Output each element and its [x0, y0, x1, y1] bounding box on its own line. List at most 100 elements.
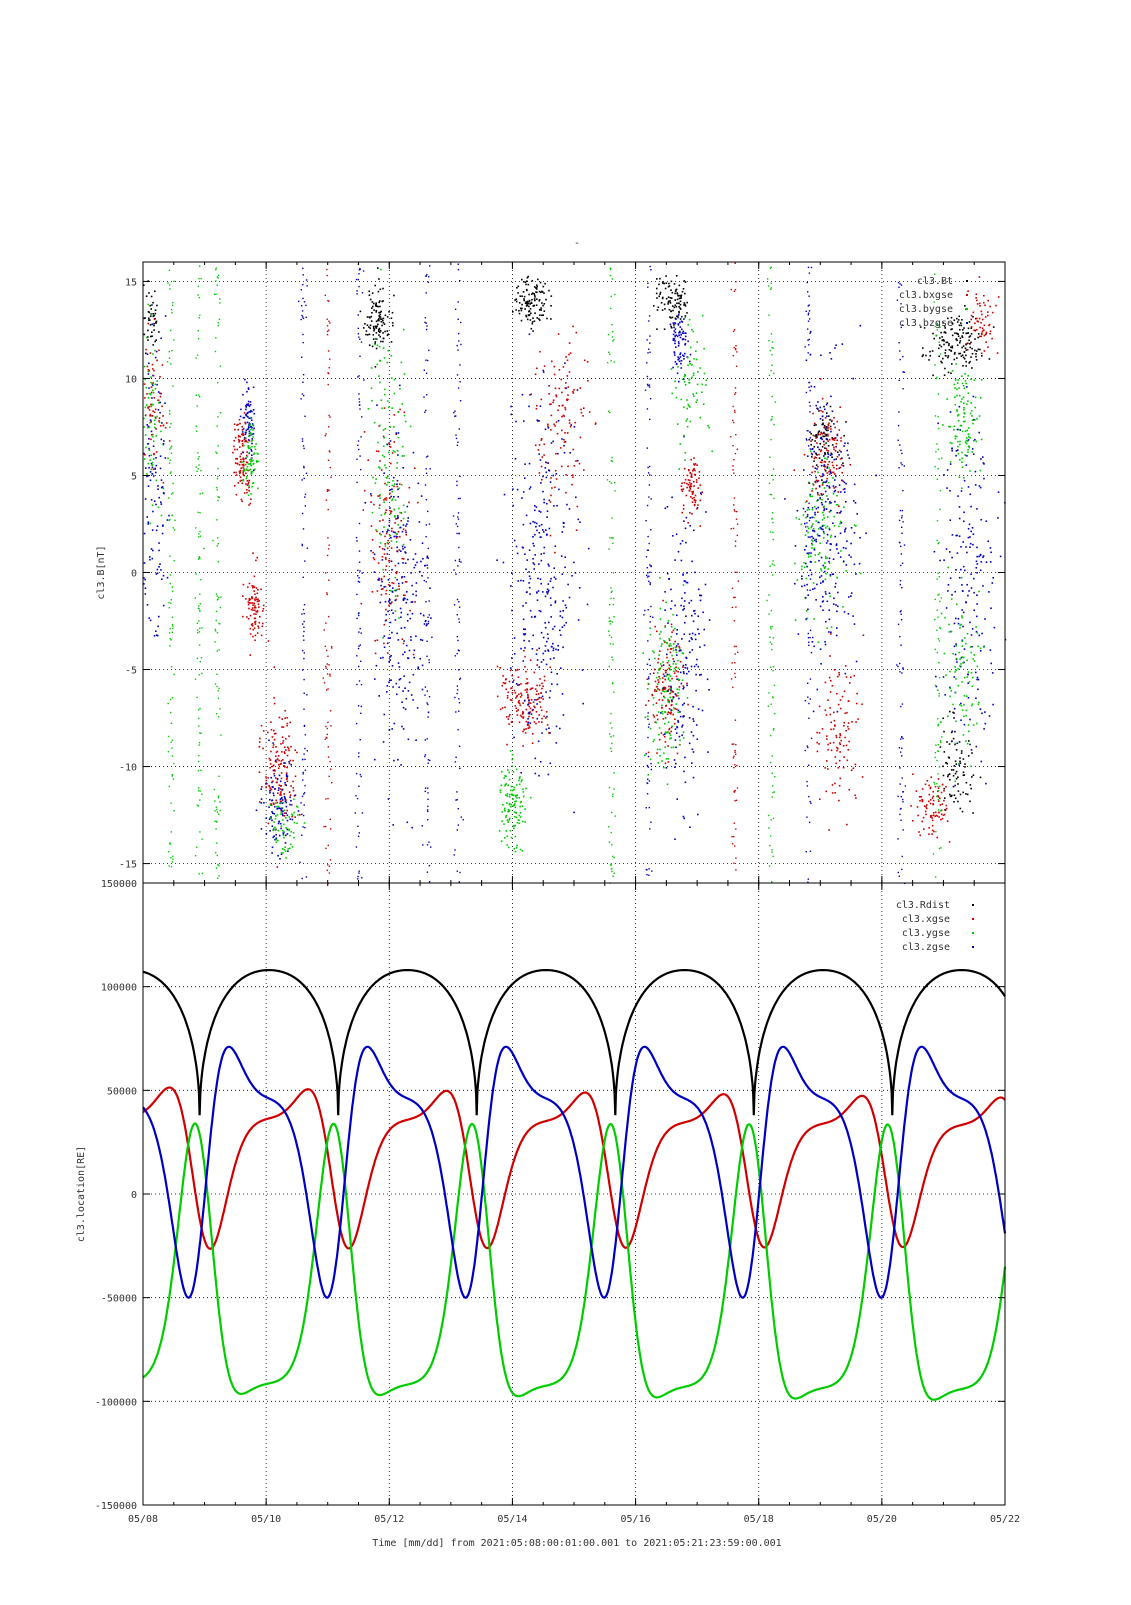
field-point — [682, 724, 684, 726]
field-point — [944, 352, 946, 354]
field-point — [251, 450, 253, 452]
field-point — [980, 336, 982, 338]
field-point — [289, 848, 291, 850]
field-point — [253, 409, 255, 411]
field-point — [388, 637, 390, 639]
field-point — [171, 866, 172, 867]
field-point — [972, 686, 974, 688]
field-point — [155, 313, 157, 315]
field-point — [844, 611, 846, 613]
field-point — [808, 552, 810, 554]
field-point — [285, 851, 287, 853]
field-point — [250, 498, 252, 500]
field-point — [684, 376, 686, 378]
field-point — [396, 694, 398, 696]
field-point — [405, 530, 407, 532]
field-point — [661, 705, 663, 707]
field-point — [403, 455, 405, 457]
field-point — [844, 713, 846, 715]
field-point — [548, 583, 550, 585]
field-point — [682, 540, 684, 542]
field-point — [835, 344, 837, 346]
field-point — [157, 485, 159, 487]
field-point — [961, 615, 963, 617]
field-point — [952, 712, 954, 714]
field-point — [217, 426, 218, 427]
field-point — [577, 389, 579, 391]
field-point — [248, 618, 250, 620]
field-point — [824, 641, 826, 643]
field-point — [845, 548, 847, 550]
field-point — [654, 716, 656, 718]
field-point — [381, 399, 383, 401]
field-point — [532, 733, 534, 735]
field-point — [276, 782, 278, 784]
field-point — [974, 323, 976, 325]
field-point — [160, 569, 162, 571]
field-point — [554, 552, 556, 554]
field-point — [172, 755, 173, 756]
field-point — [283, 824, 285, 826]
field-point — [676, 726, 678, 728]
field-point — [298, 810, 300, 812]
field-point — [521, 779, 523, 781]
field-point — [815, 405, 817, 407]
field-point — [659, 689, 661, 691]
field-point — [512, 798, 514, 800]
field-point — [928, 785, 930, 787]
field-point — [305, 505, 306, 506]
field-point — [196, 357, 197, 358]
field-point — [582, 703, 584, 705]
field-point — [959, 476, 961, 478]
field-point — [986, 520, 988, 522]
field-point — [293, 799, 295, 801]
field-point — [385, 601, 387, 603]
field-point — [990, 331, 992, 333]
field-point — [569, 508, 571, 510]
field-point — [197, 623, 198, 624]
field-point — [420, 561, 422, 563]
field-point — [668, 286, 670, 288]
field-point — [667, 690, 669, 692]
field-point — [832, 444, 834, 446]
field-point — [551, 295, 553, 297]
field-point — [155, 388, 157, 390]
field-point — [518, 286, 520, 288]
field-point — [538, 510, 540, 512]
field-point — [510, 406, 512, 408]
field-point — [938, 348, 940, 350]
field-point — [276, 837, 278, 839]
field-point — [820, 648, 822, 650]
field-point — [677, 315, 679, 317]
field-point — [825, 527, 827, 529]
field-point — [650, 728, 652, 730]
field-point — [665, 763, 667, 765]
field-point — [987, 346, 989, 348]
field-point — [580, 387, 582, 389]
field-point — [244, 492, 246, 494]
field-point — [281, 811, 283, 813]
field-point — [830, 536, 832, 538]
field-point — [949, 757, 951, 759]
field-point — [540, 309, 542, 311]
field-point — [256, 587, 258, 589]
field-point — [973, 330, 975, 332]
field-point — [378, 334, 380, 336]
field-point — [404, 651, 406, 653]
field-point — [550, 597, 552, 599]
field-point — [696, 392, 698, 394]
field-point — [403, 728, 405, 730]
field-point — [540, 536, 542, 538]
field-point — [956, 436, 958, 438]
field-point — [647, 678, 649, 680]
field-point — [199, 708, 200, 709]
field-point — [401, 362, 403, 364]
field-point — [168, 497, 169, 498]
field-point — [850, 543, 852, 545]
field-point — [530, 313, 532, 315]
field-point — [389, 603, 391, 605]
field-point — [541, 632, 543, 634]
field-point — [214, 294, 215, 295]
field-point — [983, 555, 985, 557]
field-point — [680, 296, 682, 298]
